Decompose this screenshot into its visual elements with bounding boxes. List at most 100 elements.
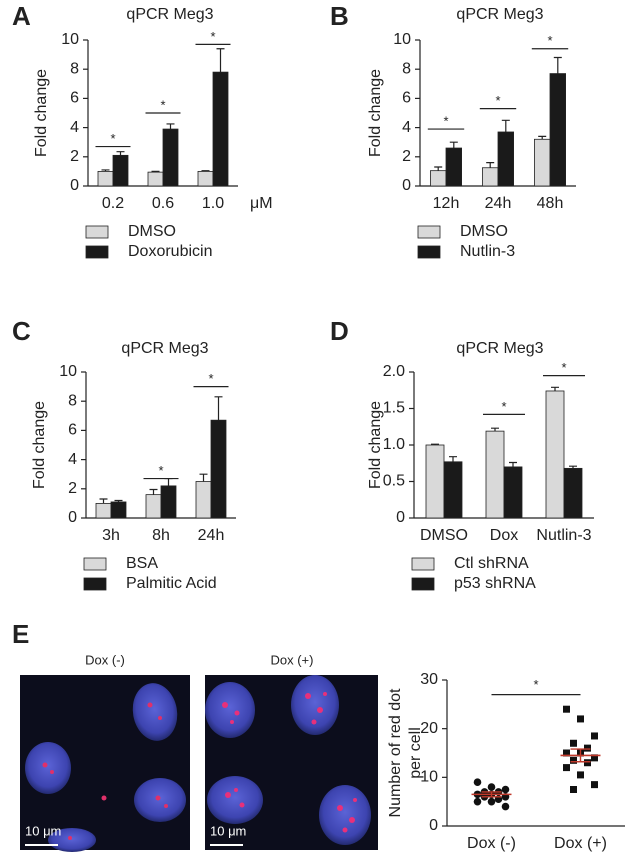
legend-label: Ctl shRNA [454,555,529,572]
chart-title: qPCR Meg3 [126,6,213,23]
bar [443,461,463,519]
bar [112,154,129,187]
significance-star: * [160,97,165,112]
data-point [563,749,570,757]
y-tick-label: 0 [68,509,77,526]
bar [563,467,583,519]
x-tick-label: 8h [152,527,170,544]
micrograph [205,675,378,850]
data-point [501,802,510,811]
legend-label: DMSO [460,223,508,240]
data-point [473,797,482,806]
x-tick-label: 3h [102,527,120,544]
data-point [563,705,570,713]
micrograph [20,675,190,852]
x-tick-label: 1.0 [202,195,224,212]
sem-bar [570,748,591,763]
bar [485,430,505,519]
legend-swatch [83,577,107,591]
y-tick-label: 8 [70,60,79,77]
bar [195,481,212,519]
error-bar [99,498,108,504]
x-tick-label: DMSO [420,527,468,544]
error-bar [216,48,225,73]
y-tick-label: 1.5 [383,400,405,417]
bar [481,167,499,187]
error-bar [434,166,443,171]
significance-star: * [210,29,215,44]
x-tick-label: Dox (+) [554,835,607,852]
chart-title: qPCR Meg3 [456,340,543,357]
y-tick-label: 2 [70,148,79,165]
error-bar [151,170,160,173]
significance-star: * [533,677,538,692]
bar [549,73,567,187]
data-point [570,786,577,793]
bar [445,147,463,187]
bar [425,444,445,519]
bar [497,131,515,187]
data-point [487,783,496,791]
data-point [577,771,584,779]
y-axis-label: Fold change [367,69,384,157]
error-bar [538,135,547,140]
chart-title: qPCR Meg3 [121,340,208,357]
panel-label: E [12,619,29,649]
y-tick-label: 4 [70,119,79,136]
y-tick-label: 0 [429,817,438,834]
data-point [584,744,591,752]
data-point [584,759,591,767]
significance-star: * [158,463,163,478]
significance-star: * [547,33,552,48]
legend-label: Palmitic Acid [126,575,217,592]
x-tick-label: 12h [433,195,460,212]
y-tick-label: 6 [68,422,77,439]
legend-swatch [417,245,441,259]
data-point [591,781,598,789]
chart-title: qPCR Meg3 [456,6,543,23]
y-tick-label: 4 [68,451,77,468]
y-tick-label: 4 [402,119,411,136]
y-tick-label: 2 [68,480,77,497]
scale-bar-label: 10 μm [210,823,246,838]
significance-star: * [110,131,115,146]
y-axis-label: Fold change [33,69,50,157]
y-tick-label: 0 [396,509,405,526]
bar [545,390,565,519]
image-label: Dox (+) [271,652,314,667]
error-bar [166,123,175,130]
panel-label: B [330,1,349,31]
x-tick-label: Nutlin-3 [536,527,591,544]
error-bar [116,151,125,156]
error-bar [101,169,110,172]
y-tick-label: 1.0 [383,436,405,453]
bar [162,128,179,187]
error-bar [486,162,495,168]
bar [145,494,162,519]
data-point [577,715,584,723]
y-tick-label: 10 [61,31,79,48]
significance-star: * [501,399,506,414]
y-tick-label: 0.5 [383,473,405,490]
data-point [591,754,598,762]
y-tick-label: 0 [402,177,411,194]
panel-label: A [12,1,31,31]
legend-swatch [411,577,435,591]
x-tick-label: Dox (-) [467,835,516,852]
error-bar [199,473,208,482]
y-tick-label: 0 [70,177,79,194]
bar [97,170,114,187]
error-bar [569,465,577,469]
y-tick-label: 8 [402,60,411,77]
bar [95,502,112,519]
bar [212,71,229,187]
legend-swatch [417,225,441,239]
error-bar [449,141,458,149]
error-bar [164,477,173,486]
error-bar [491,427,499,432]
bar [429,170,447,187]
data-point [570,756,577,764]
legend-swatch [85,245,109,259]
